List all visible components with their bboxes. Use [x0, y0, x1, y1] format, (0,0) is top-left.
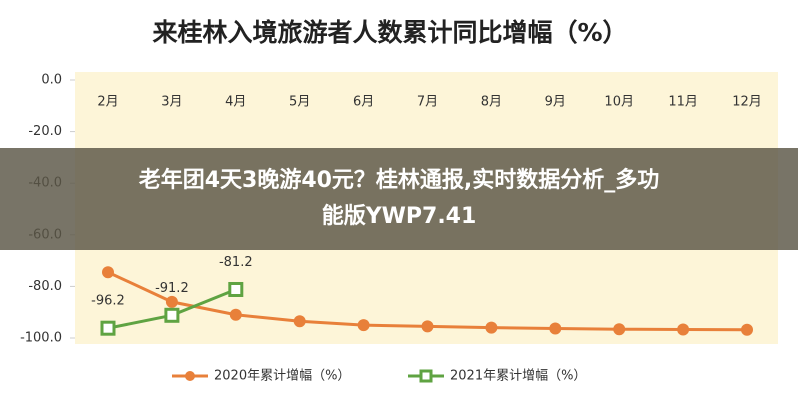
- x-tick-label: 4月: [225, 95, 246, 110]
- overlay-banner: 老年团4天3晚游40元？桂林通报,实时数据分析_多功 能版YWP7.41: [0, 148, 798, 250]
- data-label: -96.2: [91, 294, 125, 309]
- point: [677, 323, 690, 336]
- overlay-text: 老年团4天3晚游40元？桂林通报,实时数据分析_多功: [138, 168, 660, 193]
- point: [100, 320, 116, 336]
- overlay-text: 能版YWP7.41: [321, 204, 477, 229]
- x-tick-label: 10月: [604, 95, 634, 110]
- point: [421, 320, 434, 333]
- y-tick-label: -20.0: [28, 124, 62, 139]
- point: [293, 315, 306, 328]
- x-tick-label: 6月: [353, 95, 374, 110]
- x-tick-label: 9月: [545, 95, 566, 110]
- data-label: -91.2: [155, 281, 189, 296]
- legend-label: 2020年累计增幅（%）: [214, 369, 350, 384]
- point: [613, 323, 626, 336]
- y-tick-label: 0.0: [41, 73, 62, 88]
- point: [549, 322, 562, 335]
- point: [229, 308, 242, 321]
- legend-marker: [185, 371, 195, 381]
- point: [741, 323, 753, 336]
- legend-label: 2021年累计增幅（%）: [450, 369, 586, 384]
- x-tick-label: 3月: [161, 95, 182, 110]
- y-tick-label: -100.0: [20, 331, 62, 346]
- x-tick-label: 7月: [417, 95, 438, 110]
- point: [485, 321, 498, 334]
- point: [164, 307, 180, 323]
- x-tick-label: 5月: [289, 95, 310, 110]
- x-tick-label: 2月: [97, 95, 118, 110]
- point: [228, 281, 244, 297]
- data-label: -81.2: [219, 255, 253, 270]
- y-tick-label: -80.0: [28, 279, 62, 294]
- x-tick-label: 8月: [481, 95, 502, 110]
- point: [165, 295, 178, 308]
- x-tick-label: 12月: [732, 95, 762, 110]
- legend-marker: [419, 369, 433, 383]
- point: [102, 266, 114, 279]
- point: [357, 319, 370, 332]
- chart-title: 来桂林入境旅游者人数累计同比增幅（%）: [152, 18, 627, 47]
- x-tick-label: 11月: [668, 95, 698, 110]
